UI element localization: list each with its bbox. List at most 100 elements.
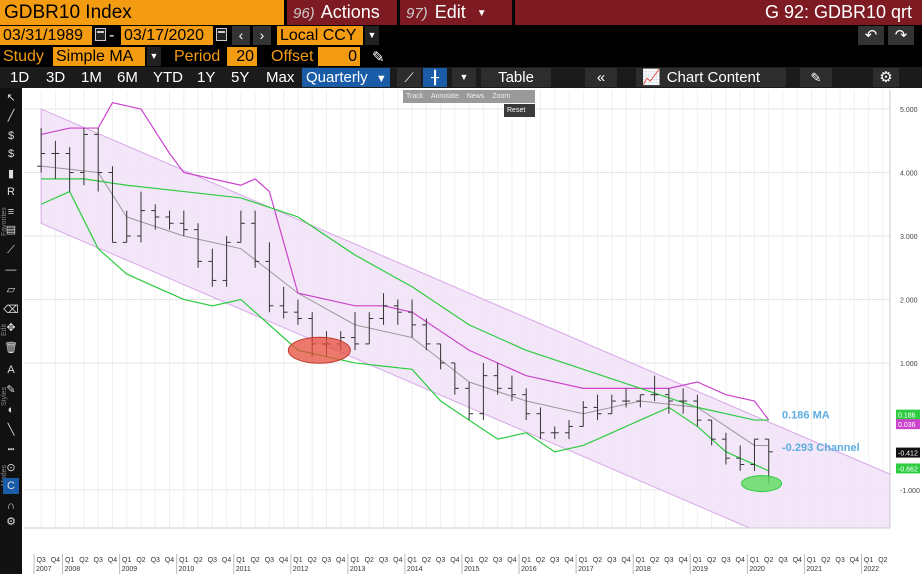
- dollar-icon[interactable]: $: [7, 130, 15, 142]
- x-year-label: 2010: [179, 566, 195, 573]
- x-quarter-label: Q3: [550, 557, 559, 564]
- calendar-icon[interactable]: [216, 28, 227, 41]
- zone-tool-icon[interactable]: ▱: [6, 284, 16, 296]
- x-quarter-label: Q3: [493, 557, 502, 564]
- magnet-icon[interactable]: ∩: [7, 500, 15, 512]
- range-max-button[interactable]: Max: [266, 69, 295, 86]
- x-quarter-label: Q2: [308, 557, 317, 564]
- trend-tool-icon[interactable]: ⟋: [7, 244, 15, 256]
- gear-icon[interactable]: ⚙: [873, 68, 899, 87]
- ticker-field[interactable]: GDBR10 Index: [0, 0, 284, 25]
- x-quarter-label: Q3: [436, 557, 445, 564]
- x-quarter-label: Q2: [707, 557, 716, 564]
- chart-content-icon: 📈: [642, 69, 661, 86]
- x-quarter-label: Q2: [422, 557, 431, 564]
- trash-icon[interactable]: 🗑: [4, 342, 18, 354]
- study-dropdown-icon[interactable]: ▼: [147, 47, 161, 66]
- period-field[interactable]: 20: [227, 47, 257, 66]
- bar-tool-icon[interactable]: ▮: [7, 168, 15, 180]
- cursor-icon[interactable]: ↖: [6, 92, 16, 104]
- x-quarter-label: Q4: [621, 557, 630, 564]
- x-year-label: 2015: [464, 566, 480, 573]
- collapse-icon[interactable]: «: [585, 68, 617, 87]
- last-value-tag: [896, 409, 920, 420]
- x-quarter-label: Q4: [108, 557, 117, 564]
- r-tool-icon[interactable]: R: [7, 186, 15, 198]
- x-quarter-label: Q4: [736, 557, 745, 564]
- chart-content-label: Chart Content: [666, 69, 761, 86]
- last-value-tag-label: -0.412: [898, 451, 918, 458]
- x-quarter-label: Q1: [464, 557, 473, 564]
- fib-tool-icon[interactable]: ≡: [7, 206, 15, 218]
- bar-chart-icon[interactable]: ╂: [423, 68, 447, 87]
- x-year-label: 2012: [293, 566, 309, 573]
- style-tool-icon[interactable]: ✎: [6, 384, 16, 396]
- range-ytd-button[interactable]: YTD: [153, 69, 183, 86]
- x-quarter-label: Q2: [79, 557, 88, 564]
- chevron-left-icon[interactable]: ‹: [232, 26, 250, 45]
- mode-tool-icon[interactable]: ⊙: [6, 462, 16, 474]
- end-date-field[interactable]: 03/17/2020: [121, 26, 213, 45]
- price-chart[interactable]: 0.186 MA -0.293 Channel 5.000 4.000 3.000 2.0…: [22, 88, 922, 574]
- dash-tool-icon[interactable]: ┅: [7, 444, 15, 456]
- x-quarter-label: Q4: [507, 557, 516, 564]
- currency-dropdown-icon[interactable]: ▼: [365, 26, 379, 45]
- horizontal-line-icon[interactable]: —: [5, 264, 17, 276]
- frequency-dropdown[interactable]: Quarterly ▼: [302, 68, 390, 87]
- period-label: Period: [174, 48, 221, 65]
- x-year-label: 2013: [350, 566, 366, 573]
- color-tool-icon[interactable]: ◐: [7, 404, 15, 416]
- actions-menu-button[interactable]: 96) Actions ▼: [287, 0, 397, 45]
- channel-tool-icon[interactable]: ▤: [5, 224, 17, 236]
- offset-field[interactable]: 0: [318, 47, 360, 66]
- study-field[interactable]: Simple MA: [53, 47, 145, 66]
- y-tick-label: 5.000: [900, 107, 918, 114]
- redo-icon[interactable]: ↷: [888, 26, 914, 45]
- range-1m-button[interactable]: 1M: [81, 69, 102, 86]
- x-year-label: 2009: [122, 566, 138, 573]
- pen-icon[interactable]: ✎: [372, 49, 385, 66]
- annotate-tool[interactable]: Annotate: [430, 93, 459, 100]
- weight-tool-icon[interactable]: ╲: [7, 424, 15, 436]
- chart-type-dropdown-icon[interactable]: ▼: [452, 68, 476, 87]
- x-quarter-label: Q2: [365, 557, 374, 564]
- channel-annotation-label: -0.293 Channel: [782, 442, 860, 454]
- zoom-tool[interactable]: Zoom: [492, 93, 511, 100]
- track-tool[interactable]: Track: [406, 93, 424, 100]
- edit-chart-icon[interactable]: ✎: [800, 68, 832, 87]
- chevron-right-icon[interactable]: ›: [253, 26, 271, 45]
- x-quarter-label: Q4: [336, 557, 345, 564]
- x-quarter-label: Q1: [579, 557, 588, 564]
- settings-tool-icon[interactable]: ⚙: [6, 516, 16, 528]
- green-highlight-ellipse: [741, 475, 783, 493]
- snap-mode-icon[interactable]: C: [3, 478, 19, 494]
- x-quarter-label: Q3: [721, 557, 730, 564]
- calendar-icon[interactable]: [95, 28, 106, 41]
- move-icon[interactable]: ✥: [6, 322, 16, 334]
- range-1d-button[interactable]: 1D: [10, 69, 30, 86]
- undo-icon[interactable]: ↶: [858, 26, 884, 45]
- edit-menu-button[interactable]: 97) Edit ▼: [400, 0, 512, 25]
- last-value-tag: [896, 419, 920, 430]
- x-quarter-label: Q2: [536, 557, 545, 564]
- edit-number: 97): [406, 5, 428, 22]
- table-button[interactable]: Table: [481, 68, 551, 87]
- chart-panel[interactable]: 0.186 MA -0.293 Channel 5.000 4.000 3.000 2.0…: [22, 88, 922, 574]
- range-5y-button[interactable]: 5Y: [231, 69, 250, 86]
- range-3d-button[interactable]: 3D: [46, 69, 66, 86]
- study-label: Study: [3, 48, 44, 65]
- chart-content-button[interactable]: 📈 Chart Content: [636, 68, 786, 87]
- currency-field[interactable]: Local CCY: [277, 26, 363, 45]
- start-date-field[interactable]: 03/31/1989: [0, 26, 92, 45]
- news-tool[interactable]: News: [466, 93, 485, 100]
- line-chart-icon[interactable]: ⟋: [397, 68, 421, 87]
- reset-zoom-button[interactable]: Reset: [504, 104, 535, 117]
- x-quarter-label: Q2: [593, 557, 602, 564]
- x-quarter-label: Q3: [835, 557, 844, 564]
- text-tool-icon[interactable]: A: [7, 364, 15, 376]
- range-1y-button[interactable]: 1Y: [197, 69, 216, 86]
- delete-tool-icon[interactable]: ⌫: [3, 304, 19, 316]
- dollar-tool-icon[interactable]: $: [7, 148, 15, 160]
- line-tool-icon[interactable]: ╱: [7, 110, 15, 122]
- range-6m-button[interactable]: 6M: [117, 69, 138, 86]
